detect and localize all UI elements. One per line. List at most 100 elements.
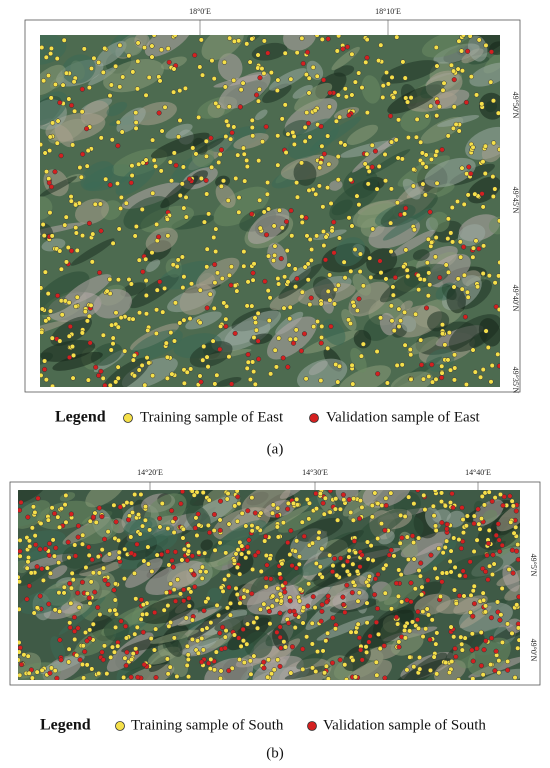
training-sample: [130, 357, 136, 363]
validation-sample: [178, 501, 184, 507]
training-sample: [184, 369, 190, 375]
training-sample: [363, 644, 369, 650]
field-patch: [339, 140, 396, 158]
training-sample: [225, 490, 231, 497]
validation-sample: [415, 490, 421, 493]
training-sample: [92, 201, 98, 207]
training-sample: [300, 620, 306, 626]
training-sample: [422, 507, 428, 513]
training-sample: [103, 176, 109, 182]
training-sample: [177, 88, 183, 94]
training-sample: [198, 37, 204, 43]
training-sample: [250, 566, 256, 573]
field-patch: [296, 517, 343, 542]
training-sample: [421, 492, 427, 498]
training-sample: [279, 561, 285, 567]
training-sample: [145, 544, 151, 550]
training-sample: [255, 98, 261, 104]
training-sample: [309, 620, 315, 626]
training-sample: [457, 239, 463, 245]
training-sample: [388, 139, 395, 145]
validation-sample: [236, 635, 242, 641]
training-sample: [369, 142, 375, 148]
training-sample: [206, 211, 212, 217]
training-sample: [455, 276, 461, 282]
validation-sample: [189, 553, 195, 559]
training-sample: [132, 491, 138, 498]
validation-sample: [199, 659, 205, 665]
training-sample: [288, 670, 294, 676]
field-patch: [342, 659, 392, 680]
training-sample: [143, 157, 149, 163]
field-patch: [420, 80, 445, 99]
training-sample: [287, 316, 293, 322]
validation-sample: [69, 102, 75, 108]
training-sample: [350, 517, 356, 523]
lat-label: 49°45′N: [511, 187, 520, 214]
validation-sample: [187, 176, 193, 182]
training-sample: [115, 375, 121, 381]
training-sample: [515, 645, 520, 651]
field-patch: [283, 35, 317, 51]
training-sample: [143, 311, 150, 317]
training-sample: [189, 636, 195, 642]
validation-sample: [42, 546, 49, 552]
validation-sample: [301, 331, 308, 337]
field-patch: [258, 505, 310, 535]
training-sample: [272, 243, 278, 249]
training-sample: [203, 138, 209, 144]
training-sample: [366, 168, 372, 174]
training-sample: [95, 554, 101, 560]
training-sample: [182, 85, 188, 91]
training-sample: [213, 100, 219, 106]
training-sample: [91, 55, 97, 61]
training-sample: [352, 79, 358, 85]
field-patch: [446, 286, 466, 314]
validation-sample: [375, 371, 381, 377]
training-sample: [88, 65, 95, 72]
training-sample: [416, 535, 422, 541]
validation-sample: [113, 519, 119, 525]
validation-sample: [282, 580, 288, 586]
training-sample: [420, 181, 426, 187]
validation-sample: [499, 542, 505, 548]
training-sample: [255, 310, 261, 316]
validation-sample: [46, 180, 52, 186]
training-sample: [423, 626, 429, 632]
validation-sample: [266, 608, 272, 614]
training-sample: [87, 600, 93, 606]
validation-sample: [319, 602, 325, 608]
training-sample: [335, 379, 341, 385]
field-patch: [218, 71, 271, 110]
training-sample: [460, 35, 466, 38]
training-sample: [506, 566, 512, 573]
training-sample: [136, 161, 142, 167]
training-sample: [350, 381, 356, 387]
validation-sample: [89, 557, 95, 563]
training-sample: [364, 110, 370, 116]
field-patch: [50, 316, 92, 346]
training-sample: [364, 151, 370, 157]
training-sample: [222, 576, 228, 583]
training-sample: [74, 247, 80, 253]
training-sample: [189, 617, 195, 623]
training-sample: [78, 174, 84, 180]
training-sample: [244, 621, 251, 627]
training-sample: [413, 311, 419, 317]
validation-sample: [366, 639, 372, 645]
training-sample: [58, 266, 64, 272]
training-sample: [104, 288, 110, 294]
training-sample: [107, 607, 113, 614]
training-sample: [410, 183, 416, 189]
field-patch: [160, 175, 199, 209]
training-sample: [157, 78, 163, 84]
training-sample: [164, 656, 170, 662]
training-sample: [90, 621, 96, 627]
training-sample: [273, 364, 279, 370]
training-sample: [41, 233, 47, 239]
training-sample: [388, 186, 394, 192]
training-sample: [317, 564, 323, 570]
training-sample: [436, 546, 442, 552]
training-sample: [420, 376, 426, 382]
training-sample: [153, 330, 159, 337]
